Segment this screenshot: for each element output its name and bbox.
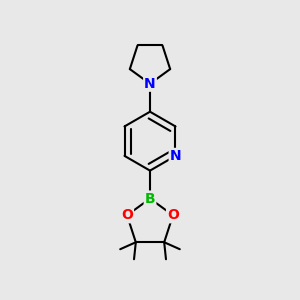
Text: B: B bbox=[145, 192, 155, 206]
Text: N: N bbox=[144, 77, 156, 91]
Text: O: O bbox=[167, 208, 179, 222]
Text: N: N bbox=[170, 149, 181, 163]
Text: O: O bbox=[121, 208, 133, 222]
